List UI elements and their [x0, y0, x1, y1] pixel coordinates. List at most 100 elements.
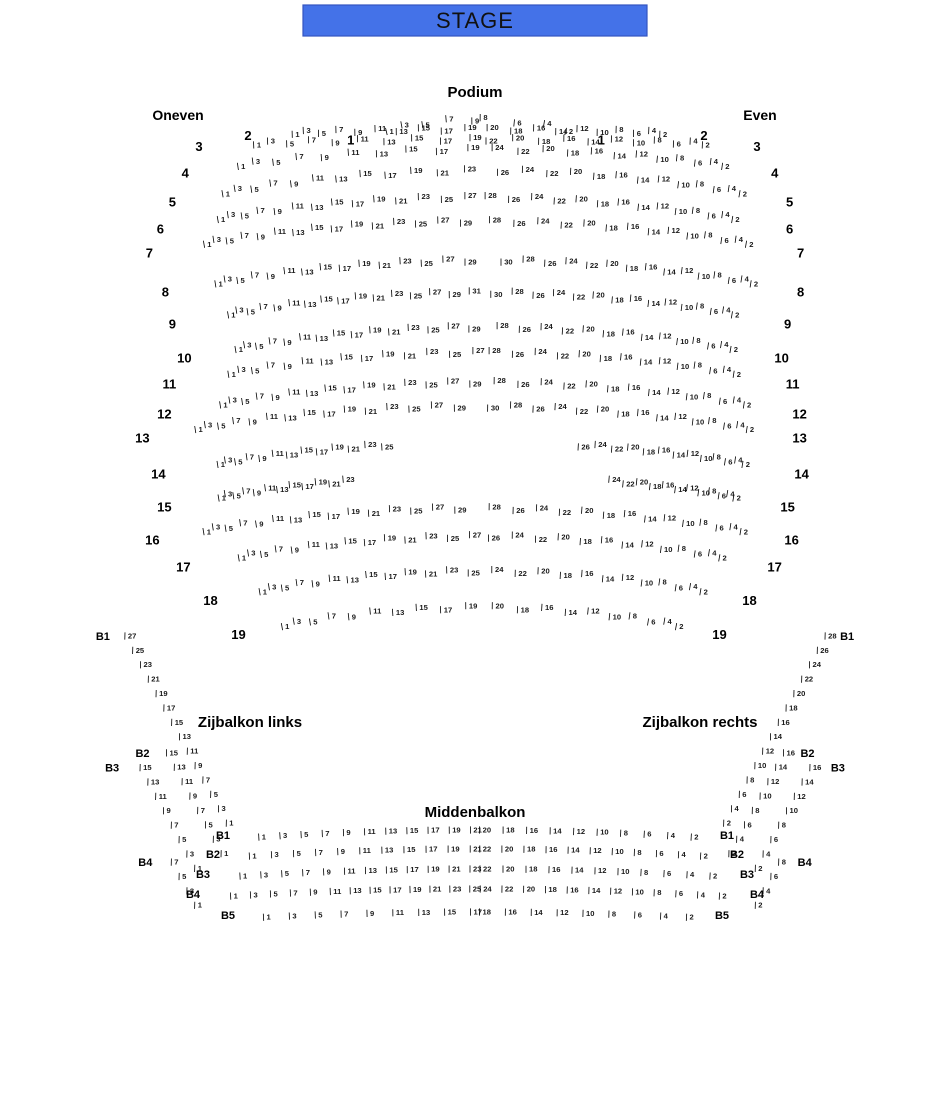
svg-text:16: 16 — [552, 865, 560, 874]
svg-text:13: 13 — [399, 127, 407, 136]
svg-text:B2: B2 — [730, 849, 744, 861]
svg-text:16: 16 — [621, 198, 629, 207]
svg-text:22: 22 — [539, 535, 547, 544]
svg-text:6: 6 — [714, 307, 718, 316]
svg-text:18: 18 — [647, 448, 655, 457]
svg-text:20: 20 — [640, 477, 648, 486]
svg-text:22: 22 — [805, 675, 813, 684]
svg-text:14: 14 — [553, 826, 562, 835]
svg-text:6: 6 — [786, 222, 793, 237]
svg-text:19: 19 — [452, 826, 460, 835]
svg-text:18: 18 — [789, 703, 797, 712]
svg-text:20: 20 — [490, 123, 498, 132]
svg-text:23: 23 — [397, 217, 405, 226]
svg-text:27: 27 — [128, 631, 136, 640]
svg-text:12: 12 — [640, 150, 648, 159]
svg-text:29: 29 — [458, 506, 466, 515]
svg-text:23: 23 — [144, 660, 152, 669]
svg-text:9: 9 — [169, 317, 176, 332]
svg-text:B4: B4 — [186, 889, 201, 901]
svg-text:25: 25 — [445, 195, 454, 204]
svg-text:10: 10 — [680, 337, 688, 346]
svg-text:19: 19 — [413, 885, 421, 894]
svg-text:16: 16 — [595, 147, 603, 156]
svg-text:6: 6 — [667, 869, 671, 878]
svg-text:16: 16 — [662, 446, 670, 455]
svg-text:25: 25 — [429, 381, 438, 390]
svg-text:28: 28 — [492, 502, 500, 511]
svg-text:7: 7 — [306, 868, 310, 877]
svg-text:12: 12 — [691, 449, 699, 458]
svg-text:14: 14 — [644, 358, 653, 367]
svg-text:19: 19 — [451, 845, 459, 854]
svg-text:6: 6 — [677, 140, 681, 149]
svg-text:6: 6 — [722, 491, 726, 500]
svg-text:23: 23 — [429, 531, 437, 540]
svg-text:12: 12 — [560, 908, 568, 917]
svg-text:21: 21 — [408, 536, 417, 545]
svg-text:6: 6 — [651, 618, 655, 627]
svg-text:20: 20 — [631, 443, 639, 452]
svg-text:9: 9 — [193, 792, 197, 801]
svg-text:19: 19 — [355, 220, 363, 229]
svg-text:11: 11 — [276, 449, 285, 458]
svg-text:17: 17 — [167, 703, 175, 712]
svg-text:7: 7 — [250, 452, 254, 461]
svg-text:19: 19 — [359, 292, 367, 301]
svg-text:13: 13 — [351, 575, 359, 584]
svg-text:21: 21 — [452, 865, 461, 874]
svg-text:8: 8 — [483, 113, 487, 122]
svg-text:7: 7 — [319, 848, 323, 857]
svg-text:15: 15 — [373, 886, 382, 895]
svg-text:24: 24 — [569, 256, 578, 265]
svg-text:2: 2 — [737, 370, 741, 379]
svg-text:13: 13 — [792, 430, 806, 445]
svg-text:16: 16 — [537, 124, 545, 133]
svg-text:14: 14 — [569, 608, 578, 617]
svg-text:9: 9 — [784, 317, 791, 332]
svg-text:16: 16 — [666, 480, 674, 489]
svg-text:22: 22 — [518, 569, 526, 578]
svg-text:20: 20 — [587, 219, 595, 228]
svg-text:2: 2 — [735, 310, 739, 319]
svg-text:15: 15 — [363, 169, 372, 178]
svg-text:7: 7 — [243, 518, 247, 527]
svg-text:16: 16 — [632, 383, 640, 392]
svg-text:3: 3 — [233, 396, 237, 405]
svg-text:3: 3 — [272, 582, 276, 591]
svg-text:B1: B1 — [840, 631, 854, 643]
svg-text:10: 10 — [702, 488, 710, 497]
svg-text:15: 15 — [315, 223, 324, 232]
svg-text:7: 7 — [332, 612, 336, 621]
svg-text:24: 24 — [515, 531, 524, 540]
svg-text:5: 5 — [169, 195, 176, 210]
svg-text:16: 16 — [631, 222, 639, 231]
svg-text:23: 23 — [346, 475, 354, 484]
svg-text:17: 17 — [335, 225, 343, 234]
svg-text:12: 12 — [598, 866, 606, 875]
svg-text:10: 10 — [681, 362, 689, 371]
svg-text:12: 12 — [661, 202, 669, 211]
svg-text:2: 2 — [694, 833, 698, 842]
svg-text:20: 20 — [586, 325, 594, 334]
svg-text:2: 2 — [749, 240, 753, 249]
svg-text:9: 9 — [278, 304, 282, 313]
svg-text:13: 13 — [353, 886, 361, 895]
svg-text:3: 3 — [264, 870, 268, 879]
svg-text:27: 27 — [476, 346, 484, 355]
svg-text:7: 7 — [174, 858, 178, 867]
svg-text:29: 29 — [472, 325, 480, 334]
svg-text:8: 8 — [624, 829, 628, 838]
svg-text:10: 10 — [686, 519, 694, 528]
svg-text:18: 18 — [601, 199, 609, 208]
svg-text:8: 8 — [797, 285, 804, 300]
svg-text:Zijbalkon rechts: Zijbalkon rechts — [642, 714, 757, 731]
svg-text:19: 19 — [386, 349, 394, 358]
svg-text:9: 9 — [335, 138, 339, 147]
svg-text:26: 26 — [523, 325, 531, 334]
svg-text:12: 12 — [614, 887, 622, 896]
svg-text:28: 28 — [493, 215, 501, 224]
svg-text:6: 6 — [659, 849, 663, 858]
svg-text:2: 2 — [747, 401, 751, 410]
svg-text:15: 15 — [410, 826, 419, 835]
